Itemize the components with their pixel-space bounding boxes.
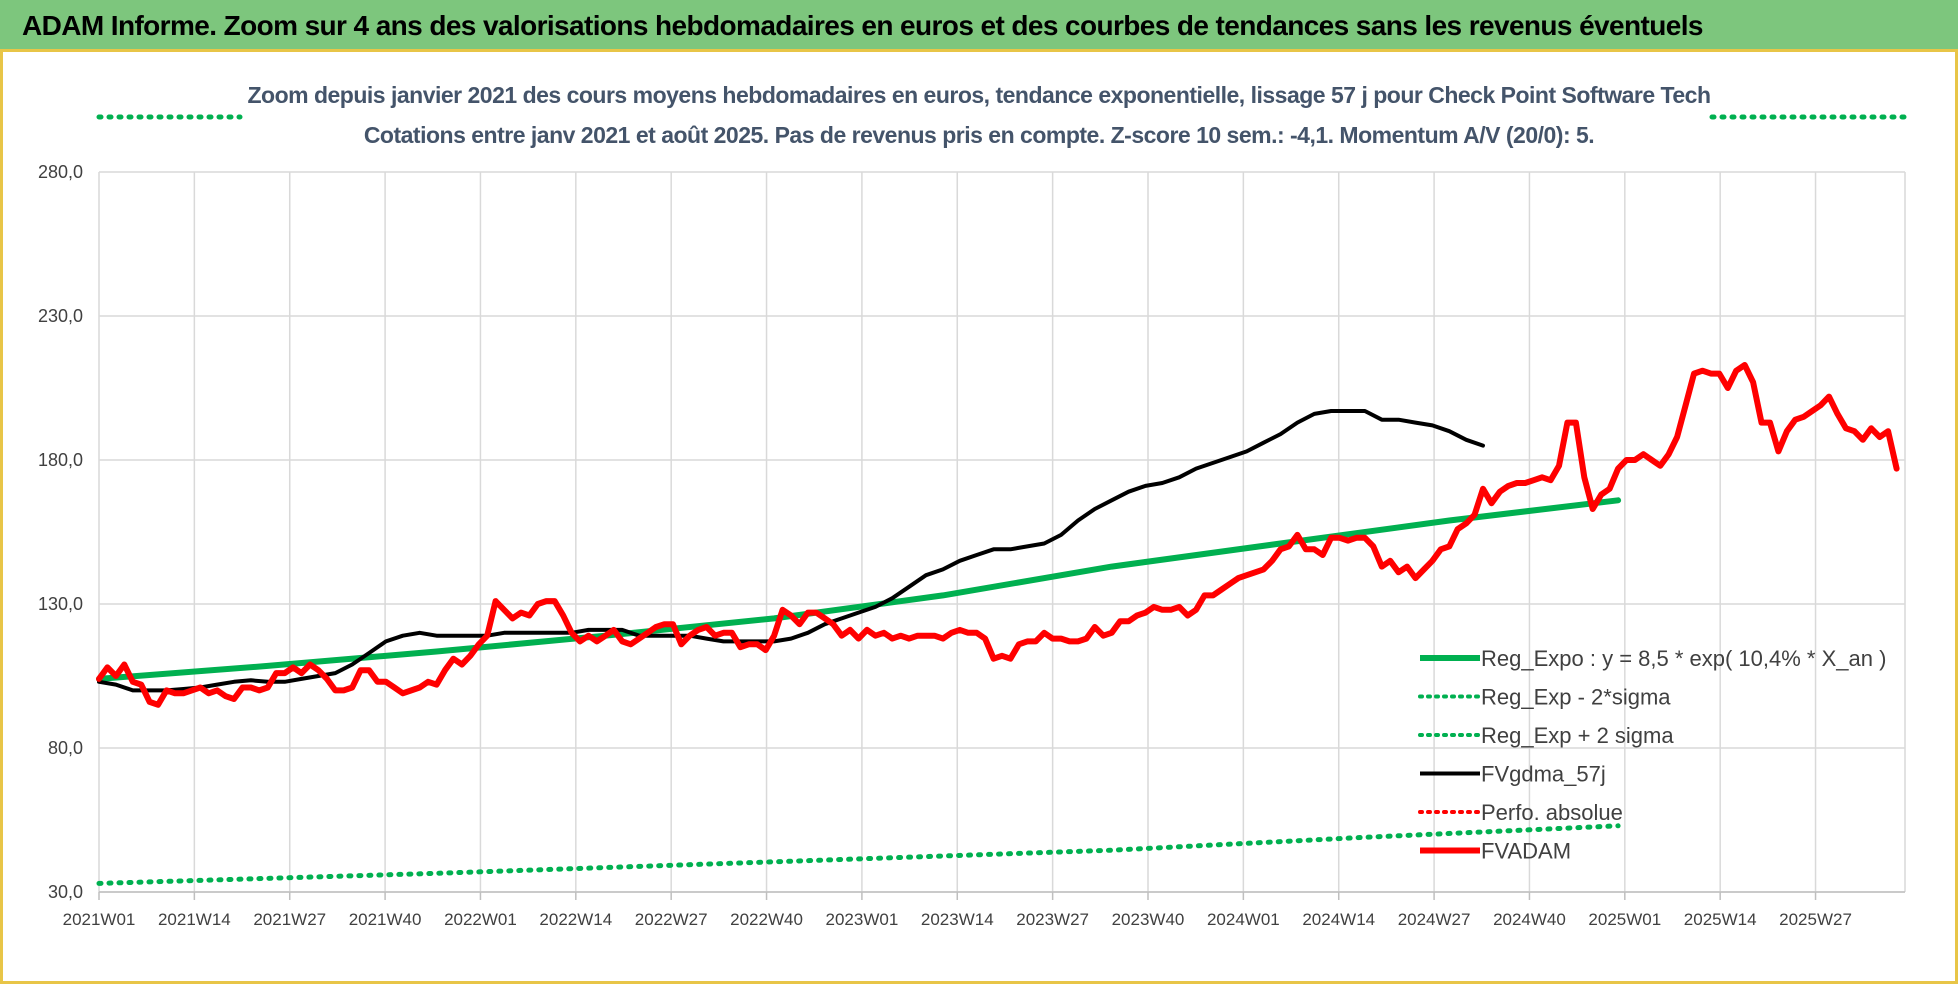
grid	[98, 171, 1906, 893]
reg-minus-2sigma-line	[96, 823, 1621, 886]
legend-label: Reg_Exp + 2 sigma	[1481, 723, 1674, 748]
fvadam-line	[96, 362, 1900, 708]
legend-label: Reg_Exp - 2*sigma	[1481, 685, 1671, 710]
fvgdma-57j-line	[97, 409, 1485, 693]
series-layer	[96, 362, 1900, 886]
chart-frame	[0, 52, 1958, 984]
y-tick-label: 30,0	[48, 882, 83, 902]
y-tick-label: 130,0	[38, 594, 83, 614]
x-tick-label: 2022W14	[539, 910, 612, 929]
title-banner: ADAM Informe. Zoom sur 4 ans des valoris…	[0, 0, 1958, 52]
legend-label: Reg_Expo : y = 8,5 * exp( 10,4% * X_an )	[1481, 646, 1886, 671]
x-tick-label: 2021W14	[158, 910, 231, 929]
y-tick-label: 280,0	[38, 162, 83, 182]
x-tick-label: 2022W27	[635, 910, 708, 929]
x-tick-label: 2021W01	[63, 910, 136, 929]
x-tick-label: 2023W01	[826, 910, 899, 929]
y-tick-label: 230,0	[38, 306, 83, 326]
x-tick-label: 2021W27	[253, 910, 326, 929]
y-axis: 280,0 230,0 180,0 130,0 80,0 30,0	[38, 162, 83, 902]
x-axis: 2021W01 2021W14 2021W27 2021W40 2022W01 2022W…	[63, 891, 1905, 929]
y-tick-label: 180,0	[38, 450, 83, 470]
reg-expo-line	[96, 497, 1622, 682]
x-tick-label: 2025W01	[1588, 910, 1661, 929]
x-tick-label: 2022W40	[730, 910, 803, 929]
x-tick-label: 2022W01	[444, 910, 517, 929]
legend-label: Perfo. absolue	[1481, 800, 1623, 825]
legend-label: FVgdma_57j	[1481, 762, 1606, 787]
legend-label: FVADAM	[1481, 839, 1571, 864]
y-tick-label: 80,0	[48, 738, 83, 758]
legend: Reg_Expo : y = 8,5 * exp( 10,4% * X_an )…	[1418, 646, 1886, 864]
x-tick-label: 2025W14	[1684, 910, 1757, 929]
x-tick-label: 2024W14	[1302, 910, 1375, 929]
x-tick-label: 2024W40	[1493, 910, 1566, 929]
page-title: ADAM Informe. Zoom sur 4 ans des valoris…	[22, 10, 1703, 41]
chart-subtitle-line1: Zoom depuis janvier 2021 des cours moyen…	[247, 82, 1710, 108]
x-tick-label: 2023W40	[1112, 910, 1185, 929]
x-tick-label: 2024W27	[1398, 910, 1471, 929]
x-tick-label: 2021W40	[349, 910, 422, 929]
chart-subtitle-line2: Cotations entre janv 2021 et août 2025. …	[364, 122, 1594, 148]
x-tick-label: 2023W27	[1016, 910, 1089, 929]
x-tick-label: 2025W27	[1779, 910, 1852, 929]
x-tick-label: 2023W14	[921, 910, 994, 929]
x-tick-label: 2024W01	[1207, 910, 1280, 929]
